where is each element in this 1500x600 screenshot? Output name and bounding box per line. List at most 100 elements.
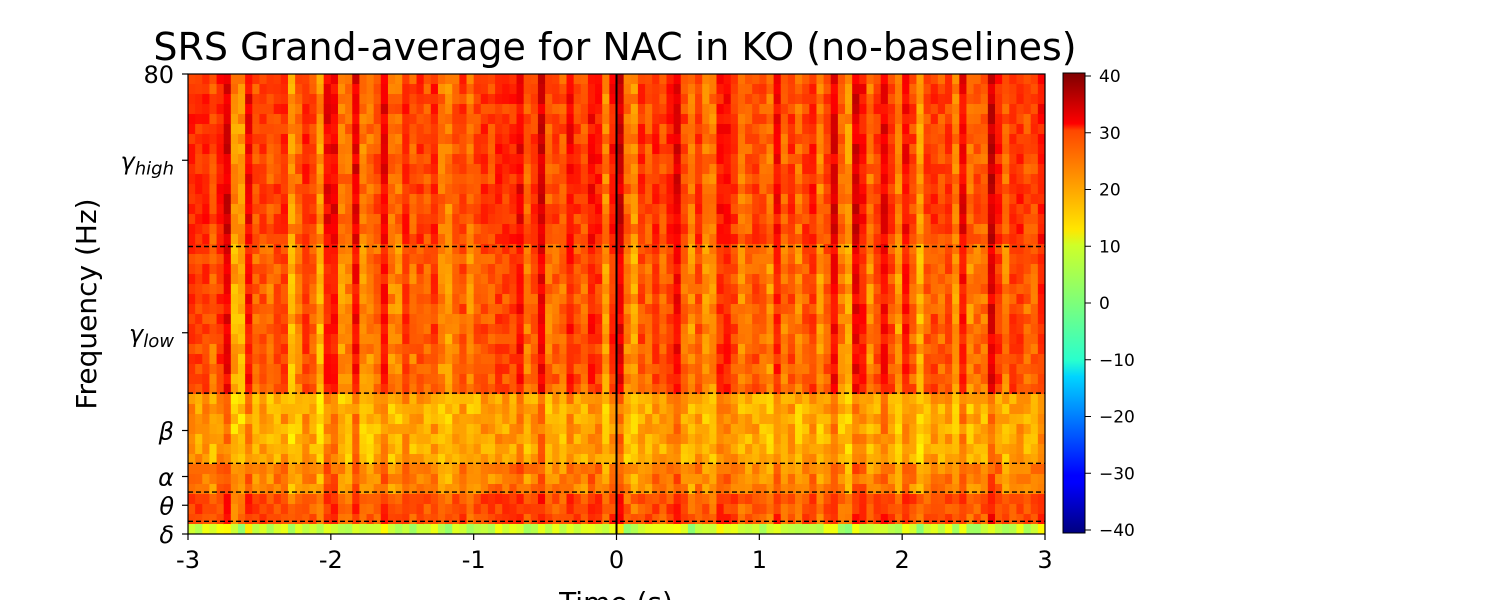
heatmap-cell	[359, 434, 368, 445]
heatmap-cell	[587, 234, 596, 245]
heatmap-cell	[302, 84, 311, 95]
heatmap-cell	[195, 274, 203, 285]
heatmap-cell	[559, 394, 568, 405]
heatmap-cell	[195, 214, 203, 225]
heatmap-cell	[787, 74, 796, 85]
heatmap-cell	[637, 124, 646, 135]
heatmap-cell	[330, 474, 339, 485]
heatmap-cell	[223, 414, 232, 425]
heatmap-cell	[945, 414, 953, 425]
heatmap-cell	[466, 74, 475, 85]
heatmap-cell	[323, 494, 332, 505]
heatmap-cell	[695, 154, 703, 165]
heatmap-cell	[373, 524, 382, 534]
heatmap-cell	[945, 294, 953, 305]
heatmap-cell	[795, 294, 803, 305]
heatmap-cell	[602, 394, 610, 405]
heatmap-cell	[630, 74, 639, 85]
heatmap-cell	[466, 134, 475, 145]
heatmap-cell	[787, 144, 796, 155]
heatmap-cell	[252, 364, 261, 375]
heatmap-cell	[873, 124, 882, 135]
heatmap-cell	[623, 234, 632, 245]
heatmap-cell	[873, 74, 882, 85]
heatmap-cell	[809, 494, 818, 505]
heatmap-cell	[609, 214, 618, 225]
heatmap-cell	[495, 194, 503, 205]
heatmap-cell	[673, 404, 682, 415]
heatmap-cell	[623, 254, 632, 265]
heatmap-cell	[466, 334, 475, 345]
heatmap-cell	[780, 474, 789, 485]
heatmap-cell	[216, 314, 225, 325]
heatmap-cell	[452, 164, 460, 175]
heatmap-cell	[287, 354, 296, 365]
heatmap-cell	[559, 194, 568, 205]
heatmap-cell	[873, 164, 882, 175]
heatmap-cell	[409, 114, 418, 125]
heatmap-cell	[795, 424, 803, 435]
heatmap-cell	[780, 364, 789, 375]
heatmap-cell	[437, 464, 446, 475]
heatmap-cell	[245, 424, 253, 435]
heatmap-cell	[659, 274, 668, 285]
heatmap-cell	[695, 174, 703, 185]
heatmap-cell	[516, 104, 525, 115]
heatmap-cell	[409, 184, 418, 195]
heatmap-cell	[509, 394, 518, 405]
heatmap-cell	[416, 274, 425, 285]
heatmap-cell	[673, 304, 682, 315]
heatmap-cell	[666, 454, 675, 465]
heatmap-cell	[309, 254, 318, 265]
heatmap-cell	[502, 494, 510, 505]
heatmap-cell	[773, 94, 782, 105]
heatmap-cell	[945, 514, 953, 525]
heatmap-cell	[552, 324, 560, 335]
heatmap-cell	[516, 374, 525, 385]
heatmap-cell	[252, 254, 261, 265]
heatmap-cell	[373, 284, 382, 295]
heatmap-cell	[195, 404, 203, 415]
heatmap-cell	[895, 404, 903, 415]
heatmap-cell	[423, 144, 432, 155]
heatmap-cell	[223, 224, 232, 235]
heatmap-cell	[637, 394, 646, 405]
heatmap-cell	[630, 94, 639, 105]
heatmap-cell	[795, 254, 803, 265]
heatmap-cell	[652, 104, 660, 115]
heatmap-cell	[202, 174, 211, 185]
heatmap-cell	[823, 414, 832, 425]
heatmap-cell	[637, 74, 646, 85]
heatmap-cell	[866, 524, 875, 534]
heatmap-cell	[745, 404, 753, 415]
heatmap-cell	[673, 114, 682, 125]
heatmap-cell	[423, 84, 432, 95]
heatmap-cell	[895, 354, 903, 365]
heatmap-cell	[709, 374, 718, 385]
heatmap-cell	[737, 214, 746, 225]
heatmap-cell	[395, 124, 403, 135]
heatmap-cell	[266, 234, 275, 245]
heatmap-cell	[930, 364, 939, 375]
heatmap-cell	[566, 434, 575, 445]
heatmap-cell	[287, 384, 296, 395]
heatmap-cell	[188, 204, 196, 215]
heatmap-cell	[645, 384, 653, 395]
heatmap-cell	[745, 244, 753, 255]
heatmap-cell	[937, 274, 946, 285]
heatmap-cell	[859, 94, 868, 105]
heatmap-cell	[259, 424, 268, 435]
heatmap-cell	[402, 454, 410, 465]
heatmap-cell	[573, 394, 582, 405]
heatmap-cell	[702, 184, 710, 195]
heatmap-cell	[309, 154, 318, 165]
heatmap-cell	[573, 244, 582, 255]
heatmap-cell	[402, 154, 410, 165]
heatmap-cell	[316, 254, 325, 265]
heatmap-cell	[402, 374, 410, 385]
heatmap-cell	[530, 84, 539, 95]
heatmap-cell	[609, 404, 618, 415]
heatmap-cell	[702, 84, 710, 95]
heatmap-cell	[687, 214, 696, 225]
heatmap-cell	[802, 434, 810, 445]
